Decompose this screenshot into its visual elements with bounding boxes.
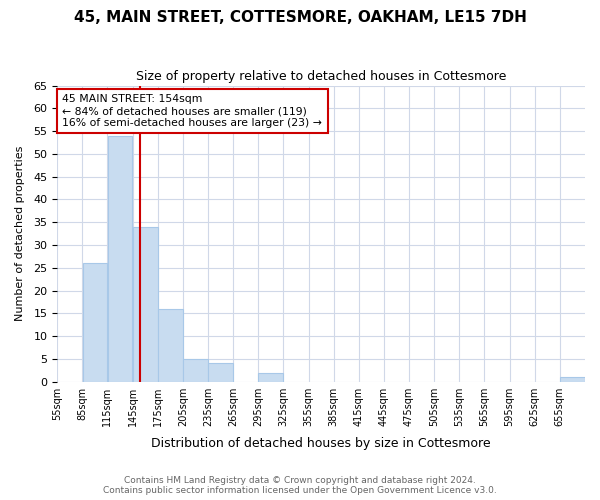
Bar — [158, 309, 182, 382]
Bar — [133, 227, 158, 382]
Bar — [83, 263, 107, 382]
Text: 45, MAIN STREET, COTTESMORE, OAKHAM, LE15 7DH: 45, MAIN STREET, COTTESMORE, OAKHAM, LE1… — [74, 10, 526, 25]
Bar — [107, 136, 133, 382]
Bar — [259, 372, 283, 382]
Text: 45 MAIN STREET: 154sqm
← 84% of detached houses are smaller (119)
16% of semi-de: 45 MAIN STREET: 154sqm ← 84% of detached… — [62, 94, 322, 128]
Bar — [560, 377, 585, 382]
Bar — [208, 364, 233, 382]
Bar — [183, 359, 208, 382]
Y-axis label: Number of detached properties: Number of detached properties — [15, 146, 25, 322]
Title: Size of property relative to detached houses in Cottesmore: Size of property relative to detached ho… — [136, 70, 506, 83]
Text: Contains HM Land Registry data © Crown copyright and database right 2024.
Contai: Contains HM Land Registry data © Crown c… — [103, 476, 497, 495]
X-axis label: Distribution of detached houses by size in Cottesmore: Distribution of detached houses by size … — [151, 437, 491, 450]
